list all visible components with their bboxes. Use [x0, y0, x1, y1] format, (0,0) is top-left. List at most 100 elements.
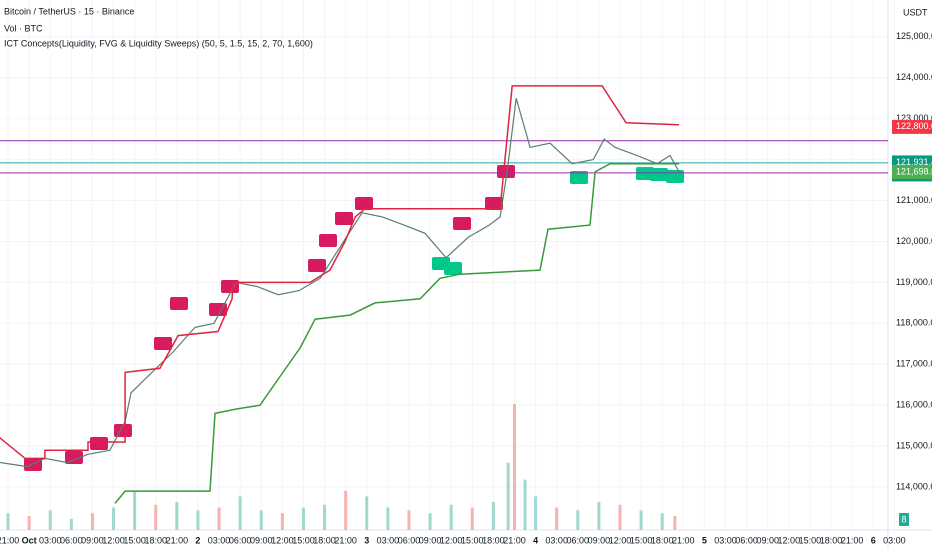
volume-bar	[175, 502, 179, 530]
tag	[65, 451, 83, 464]
volume-bar	[154, 504, 158, 530]
x-tick-label: 15:00	[292, 535, 315, 545]
x-tick-label: 18:00	[651, 535, 674, 545]
volume-bar	[597, 502, 601, 530]
x-tick-label: 06:00	[398, 535, 421, 545]
volume-bar	[555, 507, 559, 530]
y-tick-label: 124,000.00	[896, 72, 932, 82]
tag	[90, 437, 108, 450]
volume-bar	[196, 510, 200, 530]
volume-bar	[133, 490, 137, 530]
volume-bar	[280, 513, 284, 530]
x-tick-label: 21:00	[166, 535, 189, 545]
volume-bar	[344, 490, 348, 530]
y-tick-label: 115,000.00	[896, 440, 932, 450]
x-tick-label: 03:00	[39, 535, 62, 545]
y-tick-label: 117,000.00	[896, 359, 932, 369]
series-line	[0, 85, 680, 460]
x-tick-label: 21:00	[841, 535, 864, 545]
price-label: 121,698.88	[896, 166, 932, 176]
volume-bar	[523, 479, 527, 530]
x-tick-label: 12:00	[271, 535, 294, 545]
volume-title: Vol · BTC	[4, 23, 43, 33]
tag	[308, 259, 326, 272]
x-tick-label: 12:00	[609, 535, 632, 545]
tag	[335, 212, 353, 225]
y-tick-label: 114,000.00	[896, 481, 932, 491]
volume-bar	[90, 513, 94, 530]
tag	[497, 165, 515, 178]
x-tick-label: 12:00	[102, 535, 125, 545]
y-tick-label: 125,000.00	[896, 31, 932, 41]
x-tick-label: 21:00	[672, 535, 695, 545]
indicator-title: ICT Concepts(Liquidity, FVG & Liquidity …	[4, 38, 313, 48]
tag	[650, 168, 668, 181]
volume-bar	[618, 504, 622, 530]
x-tick-label: 06:00	[735, 535, 758, 545]
volume-bar	[217, 507, 221, 530]
volume-bar	[48, 510, 52, 530]
volume-bar	[407, 510, 411, 530]
x-tick-label: 09:00	[81, 535, 104, 545]
x-tick-label: 15:00	[123, 535, 146, 545]
x-tick-label: 03:00	[883, 535, 906, 545]
chart-title: Bitcoin / TetherUS · 15 · Binance	[4, 6, 134, 16]
x-tick-label: 3	[364, 535, 369, 545]
tag	[154, 337, 172, 350]
volume-bar	[323, 504, 327, 530]
x-tick-label: 06:00	[567, 535, 590, 545]
volume-bar	[69, 518, 73, 530]
volume-bar	[6, 513, 10, 530]
volume-badge: 8	[901, 514, 906, 524]
tag	[170, 297, 188, 310]
price-label-box	[892, 119, 932, 134]
volume-bar	[428, 513, 432, 530]
price-label-box	[892, 164, 932, 179]
tag	[221, 280, 239, 293]
tag	[485, 197, 503, 210]
x-tick-label: 15:00	[630, 535, 653, 545]
tag	[209, 303, 227, 316]
x-tick-label: 18:00	[144, 535, 167, 545]
series-line	[0, 98, 680, 468]
volume-bar	[512, 404, 516, 530]
x-tick-label: 21:00	[0, 535, 19, 545]
x-tick-label: 06:00	[60, 535, 83, 545]
price-label: 121,931.45	[896, 157, 932, 167]
x-tick-label: 21:00	[334, 535, 357, 545]
x-tick-label: 12:00	[778, 535, 801, 545]
currency: USDT	[903, 7, 928, 17]
sweep-tags	[24, 165, 515, 471]
volume-badge-box	[899, 513, 909, 526]
y-tick-label: 120,000.00	[896, 236, 932, 246]
y-tick-label: 119,000.00	[896, 277, 932, 287]
x-tick-label: 15:00	[799, 535, 822, 545]
x-tick-label: 06:00	[229, 535, 252, 545]
x-tick-label: 03:00	[377, 535, 400, 545]
price-label: 122,800.00	[896, 121, 932, 131]
y-tick-label: 121,000.00	[896, 195, 932, 205]
volume-bar	[112, 507, 116, 530]
x-tick-label: 12:00	[440, 535, 463, 545]
volume-bar	[639, 510, 643, 530]
volume-bar	[673, 516, 677, 530]
volume-bar	[27, 516, 31, 530]
x-tick-label: 03:00	[545, 535, 568, 545]
volume-bar	[660, 513, 664, 530]
volume-bar	[534, 496, 538, 530]
volume-bar	[238, 496, 242, 530]
series-line	[114, 162, 680, 504]
volume-bar	[386, 507, 390, 530]
x-tick-label: 6	[871, 535, 876, 545]
y-tick-label: 123,000.00	[896, 113, 932, 123]
tag	[355, 197, 373, 210]
x-tick-label: 03:00	[208, 535, 231, 545]
tag	[666, 170, 684, 183]
x-tick-label: 09:00	[756, 535, 779, 545]
x-tick-label: 15:00	[461, 535, 484, 545]
tag	[570, 171, 588, 184]
x-tick-label: 09:00	[250, 535, 273, 545]
tag	[453, 217, 471, 230]
volume-bar	[449, 504, 453, 530]
